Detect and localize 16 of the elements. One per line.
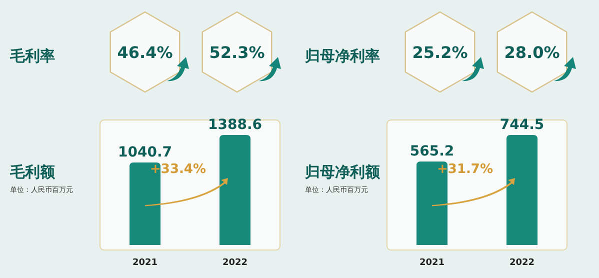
x-tick-label: 2021 — [419, 258, 445, 268]
text: 归母净利额 — [304, 163, 381, 181]
text: 归母净利率 — [304, 47, 380, 65]
data-label: 744.5 — [500, 117, 544, 133]
text: 52.3% — [209, 43, 265, 62]
x-tick-label: 2021 — [132, 258, 158, 268]
data-label: 1040.7 — [118, 144, 172, 161]
text: 毛利率 — [9, 47, 55, 65]
x-tick-label: 2022 — [222, 258, 248, 268]
text: 46.4% — [117, 43, 173, 62]
data-label: 565.2 — [410, 143, 454, 160]
text: 毛利额 — [9, 163, 56, 181]
text: 25.2% — [412, 43, 468, 62]
x-tick-label: 2022 — [509, 258, 535, 268]
text: 28.0% — [504, 43, 560, 62]
data-label: 1388.6 — [208, 117, 262, 133]
